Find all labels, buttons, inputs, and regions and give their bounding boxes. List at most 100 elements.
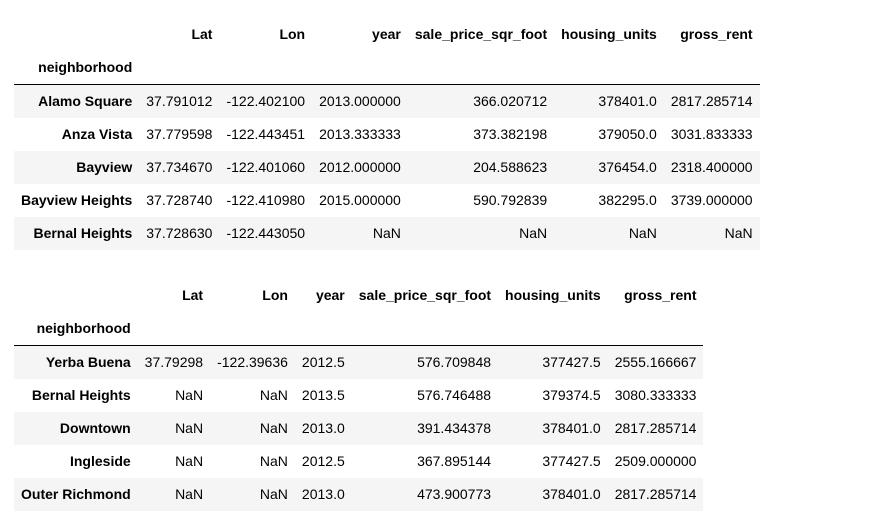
index-row-blank — [137, 312, 211, 346]
table-cell: 2817.285714 — [614, 420, 697, 436]
table-row: Anza Vista 37.779598 -122.443451 2013.33333… — [14, 118, 760, 151]
index-row-blank — [663, 51, 760, 85]
table-cell: 37.728740 — [146, 192, 213, 208]
header-blank — [14, 17, 139, 51]
table-body: Yerba Buena 37.79298 -122.39636 2012.5 576.7… — [14, 345, 704, 511]
index-row-blank — [312, 51, 408, 85]
table-cell: NaN — [259, 387, 288, 403]
table-cell: NaN — [175, 453, 204, 469]
column-header-lon: Lon — [262, 287, 288, 303]
table-cell: 373.382198 — [473, 126, 548, 142]
column-header-gross-rent: gross_rent — [624, 287, 697, 303]
table-cell: 37.791012 — [146, 93, 213, 109]
row-index-label: Alamo Square — [38, 93, 133, 109]
table-cell: 378401.0 — [542, 486, 601, 502]
table-cell: -122.443050 — [226, 225, 306, 241]
row-index-label: Outer Richmond — [21, 486, 131, 502]
table-cell: -122.401060 — [226, 159, 306, 175]
table-cell: NaN — [628, 225, 657, 241]
dataframe-table-2: Lat Lon year sale_price_sqr_foot housing… — [14, 278, 704, 511]
column-header-row: Lat Lon year sale_price_sqr_foot housing… — [14, 17, 760, 51]
table-cell: 2509.000000 — [614, 453, 697, 469]
row-index-label: Bernal Heights — [31, 387, 131, 403]
row-index-label: Bernal Heights — [33, 225, 133, 241]
column-header-housing-units: housing_units — [505, 287, 601, 303]
table-row: Bayview Heights 37.728740 -122.410980 2015.… — [14, 184, 760, 217]
table-cell: NaN — [724, 225, 753, 241]
table-cell: 2012.5 — [301, 354, 345, 370]
table-cell: NaN — [259, 486, 288, 502]
row-index-label: Yerba Buena — [45, 354, 131, 370]
row-index-label: Downtown — [59, 420, 131, 436]
row-index-label: Anza Vista — [61, 126, 133, 142]
index-row-blank — [139, 51, 220, 85]
index-row-blank — [554, 51, 664, 85]
table-row: Downtown NaN NaN 2013.0 391.434378 378401.0 28… — [14, 412, 704, 445]
column-header-year: year — [372, 26, 401, 42]
table-cell: NaN — [259, 453, 288, 469]
index-row-blank — [210, 312, 295, 346]
table-cell: 3080.333333 — [614, 387, 697, 403]
table-cell: 378401.0 — [598, 93, 657, 109]
table-cell: 2015.000000 — [319, 192, 401, 208]
dataframe-table-1: Lat Lon year sale_price_sqr_foot housing… — [14, 17, 760, 250]
table-cell: 576.746488 — [417, 387, 492, 403]
table-cell: 376454.0 — [598, 159, 657, 175]
column-header-sale-price-sqr-foot: sale_price_sqr_foot — [414, 26, 548, 42]
table-row: Bayview 37.734670 -122.401060 2012.000000 20… — [14, 151, 760, 184]
table-row: Alamo Square 37.791012 -122.402100 2013.000… — [14, 84, 760, 118]
table-row: Bernal Heights NaN NaN 2013.5 576.746488 3793… — [14, 379, 704, 412]
table-cell: 2817.285714 — [670, 93, 753, 109]
table-cell: -122.410980 — [226, 192, 306, 208]
table-cell: 2318.400000 — [670, 159, 753, 175]
row-index-label: Bayview — [76, 159, 133, 175]
table-cell: 204.588623 — [473, 159, 548, 175]
index-name-row: neighborhood — [14, 312, 704, 346]
index-row-blank — [351, 312, 499, 346]
table-cell: 367.895144 — [417, 453, 492, 469]
table-cell: 378401.0 — [542, 420, 601, 436]
table-cell: 2013.5 — [301, 387, 345, 403]
index-name-row: neighborhood — [14, 51, 760, 85]
table-cell: 366.020712 — [473, 93, 548, 109]
column-header-housing-units: housing_units — [561, 26, 657, 42]
header-blank — [14, 278, 138, 312]
column-header-lat: Lat — [182, 287, 204, 303]
column-header-lon: Lon — [279, 26, 306, 42]
index-row-blank — [407, 51, 555, 85]
table-row: Outer Richmond NaN NaN 2013.0 473.900773 3784… — [14, 478, 704, 511]
table-cell: 37.734670 — [146, 159, 213, 175]
table-cell: NaN — [175, 387, 204, 403]
table-cell: 473.900773 — [417, 486, 492, 502]
table-cell: 2013.333333 — [319, 126, 401, 142]
index-row-blank — [294, 312, 352, 346]
index-row-blank — [219, 51, 313, 85]
table-cell: 37.79298 — [144, 354, 204, 370]
table-row: Yerba Buena 37.79298 -122.39636 2012.5 576.7… — [14, 345, 704, 379]
table-cell: 2555.166667 — [614, 354, 697, 370]
column-header-year: year — [315, 287, 345, 303]
column-header-gross-rent: gross_rent — [680, 26, 753, 42]
index-row-blank — [498, 312, 608, 346]
table-cell: NaN — [259, 420, 288, 436]
table-cell: NaN — [372, 225, 401, 241]
column-header-row: Lat Lon year sale_price_sqr_foot housing… — [14, 278, 703, 312]
table-cell: 2012.5 — [301, 453, 345, 469]
column-header-lat: Lat — [191, 26, 213, 42]
table-cell: 377427.5 — [542, 453, 601, 469]
table-cell: 2013.0 — [301, 486, 345, 502]
table-cell: NaN — [175, 486, 204, 502]
table-cell: -122.443451 — [226, 126, 306, 142]
table-cell: 382295.0 — [598, 192, 657, 208]
table-cell: NaN — [519, 225, 548, 241]
table-cell: -122.402100 — [226, 93, 306, 109]
table-cell: 3739.000000 — [670, 192, 753, 208]
table-row: Ingleside NaN NaN 2012.5 367.895144 377427.5 2… — [14, 445, 704, 478]
table-cell: 2013.0 — [301, 420, 345, 436]
table-cell: 2013.000000 — [319, 93, 401, 109]
index-name-header: neighborhood — [14, 312, 138, 346]
table-cell: 37.779598 — [146, 126, 213, 142]
table-cell: 3031.833333 — [670, 126, 753, 142]
table-cell: 576.709848 — [417, 354, 492, 370]
table-row: Bernal Heights 37.728630 -122.443050 NaN NaN… — [14, 217, 760, 250]
